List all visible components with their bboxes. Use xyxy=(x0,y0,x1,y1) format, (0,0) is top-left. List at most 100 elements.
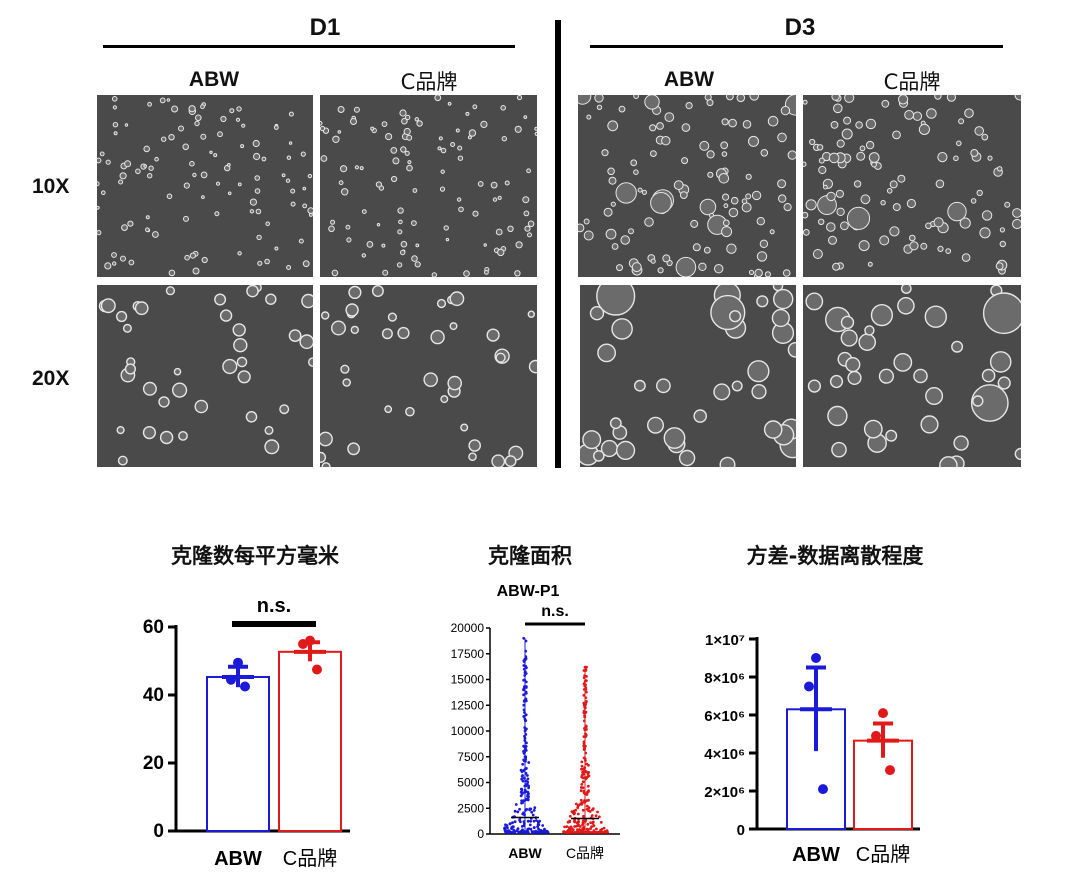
data-point xyxy=(532,809,536,812)
data-point xyxy=(544,831,548,834)
cell-colony xyxy=(763,420,783,439)
cell-colony xyxy=(145,227,150,232)
cell-colony xyxy=(703,246,711,254)
cell-colony xyxy=(803,161,807,167)
cell-colony xyxy=(232,323,246,337)
cell-colony xyxy=(597,343,617,363)
cell-colony xyxy=(777,132,787,143)
cell-colony xyxy=(288,329,302,342)
cell-colony xyxy=(111,96,118,102)
data-point xyxy=(524,719,528,722)
cell-colony xyxy=(320,125,326,132)
bar xyxy=(206,675,270,833)
cell-colony xyxy=(423,372,438,387)
cell-colony xyxy=(675,256,697,277)
cell-colony xyxy=(751,190,762,201)
data-point xyxy=(574,808,578,812)
data-point xyxy=(580,760,584,764)
data-point xyxy=(522,745,526,748)
data-point xyxy=(568,814,572,818)
micrograph-d1-abw-10x xyxy=(97,95,313,277)
data-point xyxy=(537,823,541,827)
cell-colony xyxy=(213,153,218,158)
cell-colony xyxy=(183,182,190,189)
micrograph-d1-c-10x xyxy=(320,95,537,277)
cell-colony xyxy=(330,320,347,336)
data-point xyxy=(503,827,506,830)
row-label-10x: 10X xyxy=(32,175,70,198)
data-point xyxy=(587,790,590,793)
cell-colony xyxy=(320,451,327,463)
cell-colony xyxy=(812,249,823,259)
group-label-d3: D3 xyxy=(784,14,816,41)
cell-colony xyxy=(805,292,824,311)
micrograph-d3-abw-10x xyxy=(578,95,796,277)
data-point xyxy=(526,797,530,801)
cell-colony xyxy=(154,156,159,162)
data-point xyxy=(535,819,538,822)
cell-colony xyxy=(200,133,207,140)
cell-colony xyxy=(678,449,696,467)
cell-colony xyxy=(803,211,809,219)
y-tick-label: 0 xyxy=(737,822,745,839)
cell-colony xyxy=(1012,208,1021,218)
cell-colony xyxy=(253,152,261,161)
cell-colony xyxy=(690,219,699,228)
cell-colony xyxy=(168,269,176,277)
cell-colony xyxy=(152,231,159,238)
cell-colony xyxy=(119,172,127,180)
cell-colony xyxy=(835,189,845,198)
cell-colony xyxy=(400,240,408,248)
data-point xyxy=(511,821,514,825)
cell-colony xyxy=(833,103,843,114)
cell-colony xyxy=(641,189,648,195)
cell-colony xyxy=(840,315,855,330)
cell-colony xyxy=(767,115,779,127)
cell-colony xyxy=(183,215,189,222)
cell-colony xyxy=(328,225,335,233)
cell-colony xyxy=(381,328,393,340)
cell-colony xyxy=(200,171,208,179)
cell-colony xyxy=(631,262,642,273)
data-point xyxy=(298,639,308,649)
data-point xyxy=(578,825,582,828)
cell-colony xyxy=(241,123,246,128)
cell-colony xyxy=(987,155,993,161)
scatter-chart-colony-area: ABW-P1 0 2500 5000 7500 10000 12500 15000 17500 2… xyxy=(451,583,620,861)
data-point xyxy=(513,809,517,813)
cell-colony xyxy=(646,416,664,434)
cell-colony xyxy=(840,329,858,347)
data-point xyxy=(585,728,588,731)
cell-colony xyxy=(989,351,1012,373)
cell-colony xyxy=(97,205,100,210)
cell-colony xyxy=(782,269,791,277)
cell-colony xyxy=(865,140,875,150)
cell-colony xyxy=(455,128,460,133)
data-point xyxy=(522,820,526,823)
cell-colony xyxy=(726,95,734,101)
cell-colony xyxy=(946,95,956,102)
y-tick-label: 15000 xyxy=(451,673,485,687)
cell-colony xyxy=(477,181,484,187)
data-point xyxy=(504,823,507,827)
cell-colony xyxy=(331,269,339,277)
cell-colony xyxy=(769,229,775,235)
data-point xyxy=(587,771,590,774)
cell-colony xyxy=(438,136,443,141)
cell-colony xyxy=(601,149,609,157)
data-point xyxy=(523,711,526,714)
data-point xyxy=(582,709,586,713)
cell-colony xyxy=(524,225,531,232)
cell-colony xyxy=(195,114,202,122)
cell-colony xyxy=(516,95,523,101)
cell-colony xyxy=(192,267,200,275)
y-tick-label: 8×10⁶ xyxy=(704,670,745,687)
cell-colony xyxy=(235,117,241,122)
cell-colony xyxy=(414,117,420,122)
cell-colony xyxy=(219,309,233,322)
data-point xyxy=(522,715,526,718)
data-point xyxy=(522,667,526,671)
cell-colony xyxy=(881,99,890,108)
cell-colony xyxy=(112,122,119,128)
group-divider xyxy=(555,20,561,468)
